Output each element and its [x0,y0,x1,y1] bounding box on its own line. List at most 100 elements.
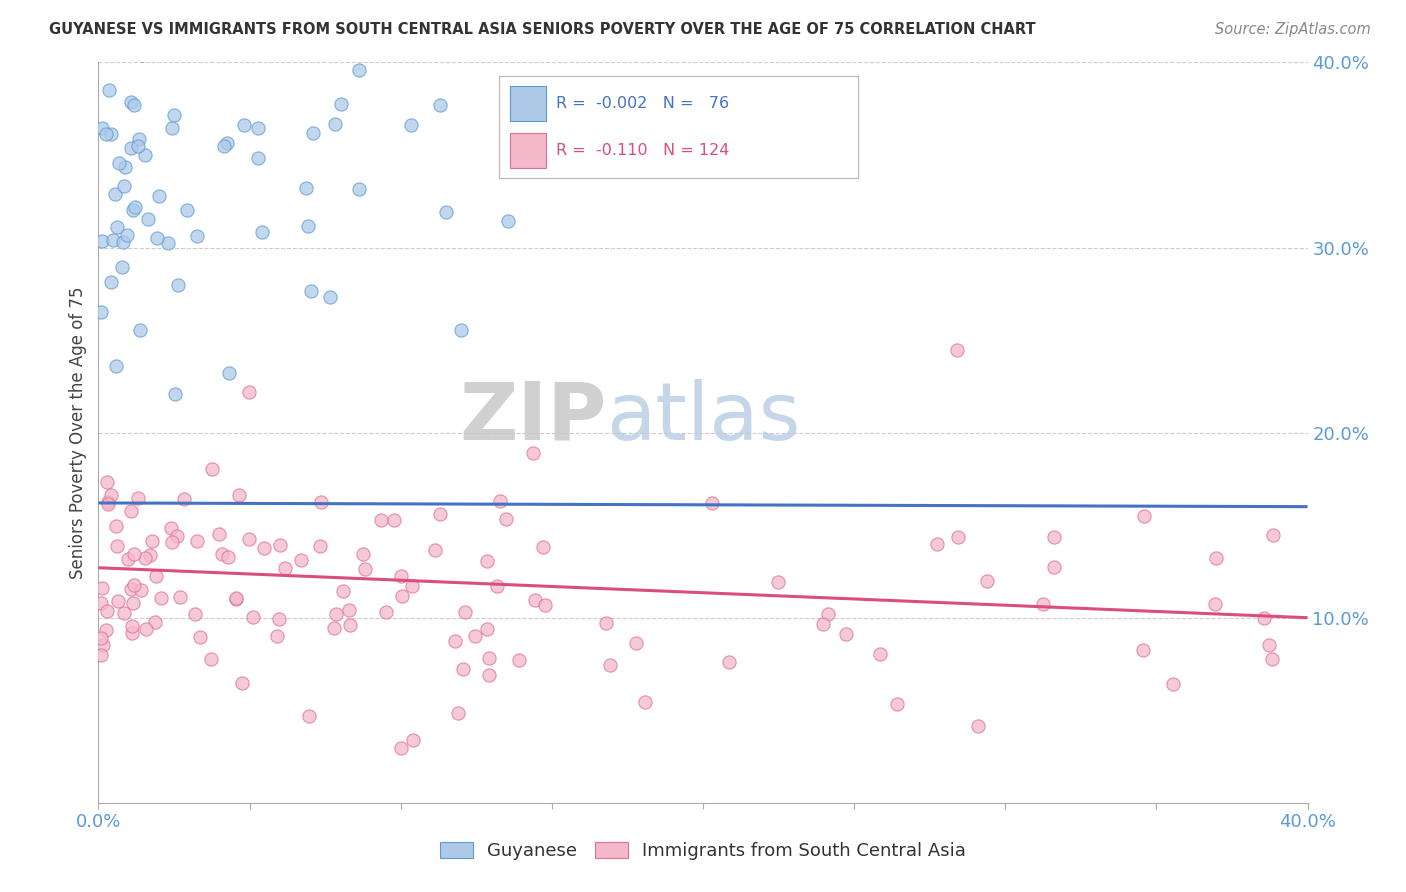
Point [247,120,270,135]
Point [352,547,374,561]
Point [231,675,253,690]
Point [96,475,118,489]
Point [301,284,323,298]
Point [477,622,499,636]
Point [488,494,510,508]
Point [250,226,273,240]
Point [817,607,839,622]
Point [105,359,128,373]
Text: R =  -0.002   N =   76: R = -0.002 N = 76 [557,96,730,111]
Point [347,62,370,77]
Point [1204,597,1226,611]
Point [97,495,120,509]
Point [124,200,146,214]
Point [485,579,508,593]
Point [523,593,546,607]
Point [332,584,354,599]
Point [121,596,143,610]
Point [347,181,370,195]
Point [1133,509,1156,524]
Point [429,507,451,521]
Point [160,521,183,535]
Point [101,233,124,247]
Point [531,541,554,555]
Point [319,290,342,304]
Point [238,385,260,400]
Point [160,121,183,136]
Point [309,494,332,508]
Point [339,617,361,632]
Point [125,27,148,41]
Point [96,605,118,619]
Point [1043,530,1066,544]
Point [108,156,131,170]
Point [554,147,576,161]
Point [90,305,112,319]
Point [238,532,260,546]
Point [599,658,621,673]
Point [869,647,891,661]
Point [402,733,425,747]
Text: GUYANESE VS IMMIGRANTS FROM SOUTH CENTRAL ASIA SENIORS POVERTY OVER THE AGE OF 7: GUYANESE VS IMMIGRANTS FROM SOUTH CENTRA… [49,22,1036,37]
Point [163,386,186,401]
Point [308,539,330,553]
Point [389,568,412,582]
Point [129,582,152,597]
Point [534,599,557,613]
Point [447,706,470,721]
Point [425,543,447,558]
Point [429,97,451,112]
Point [117,227,139,242]
Point [121,619,143,633]
Point [295,181,318,195]
Point [228,488,250,502]
Point [218,0,240,12]
Point [370,513,392,527]
Point [247,151,270,165]
Point [125,34,148,48]
Point [188,630,211,644]
Point [302,126,325,140]
Point [91,120,114,135]
Point [120,141,142,155]
Point [354,562,377,576]
Point [389,740,412,755]
Point [91,581,114,595]
Point [157,0,180,14]
Point [112,235,135,249]
Point [167,278,190,293]
Point [242,610,264,624]
Point [225,592,247,607]
Point [1042,560,1064,574]
Point [103,5,125,20]
Point [120,95,142,110]
Point [207,527,229,541]
Point [100,488,122,502]
Point [835,627,858,641]
Point [149,20,172,34]
Point [98,83,121,97]
Point [323,117,346,131]
Point [104,186,127,201]
Text: Source: ZipAtlas.com: Source: ZipAtlas.com [1215,22,1371,37]
Point [112,179,135,194]
Point [143,615,166,629]
Point [166,529,188,543]
Bar [510,133,546,168]
Point [218,366,240,380]
Point [253,541,276,556]
Point [700,496,723,510]
Point [138,211,160,226]
Point [967,719,990,733]
Point [156,235,179,250]
Point [100,275,122,289]
Point [450,323,472,337]
Point [91,638,114,652]
Point [546,121,568,136]
Point [173,492,195,507]
Point [150,591,173,605]
Point [111,260,134,275]
Point [322,621,344,635]
Point [107,594,129,608]
Point [145,29,167,44]
